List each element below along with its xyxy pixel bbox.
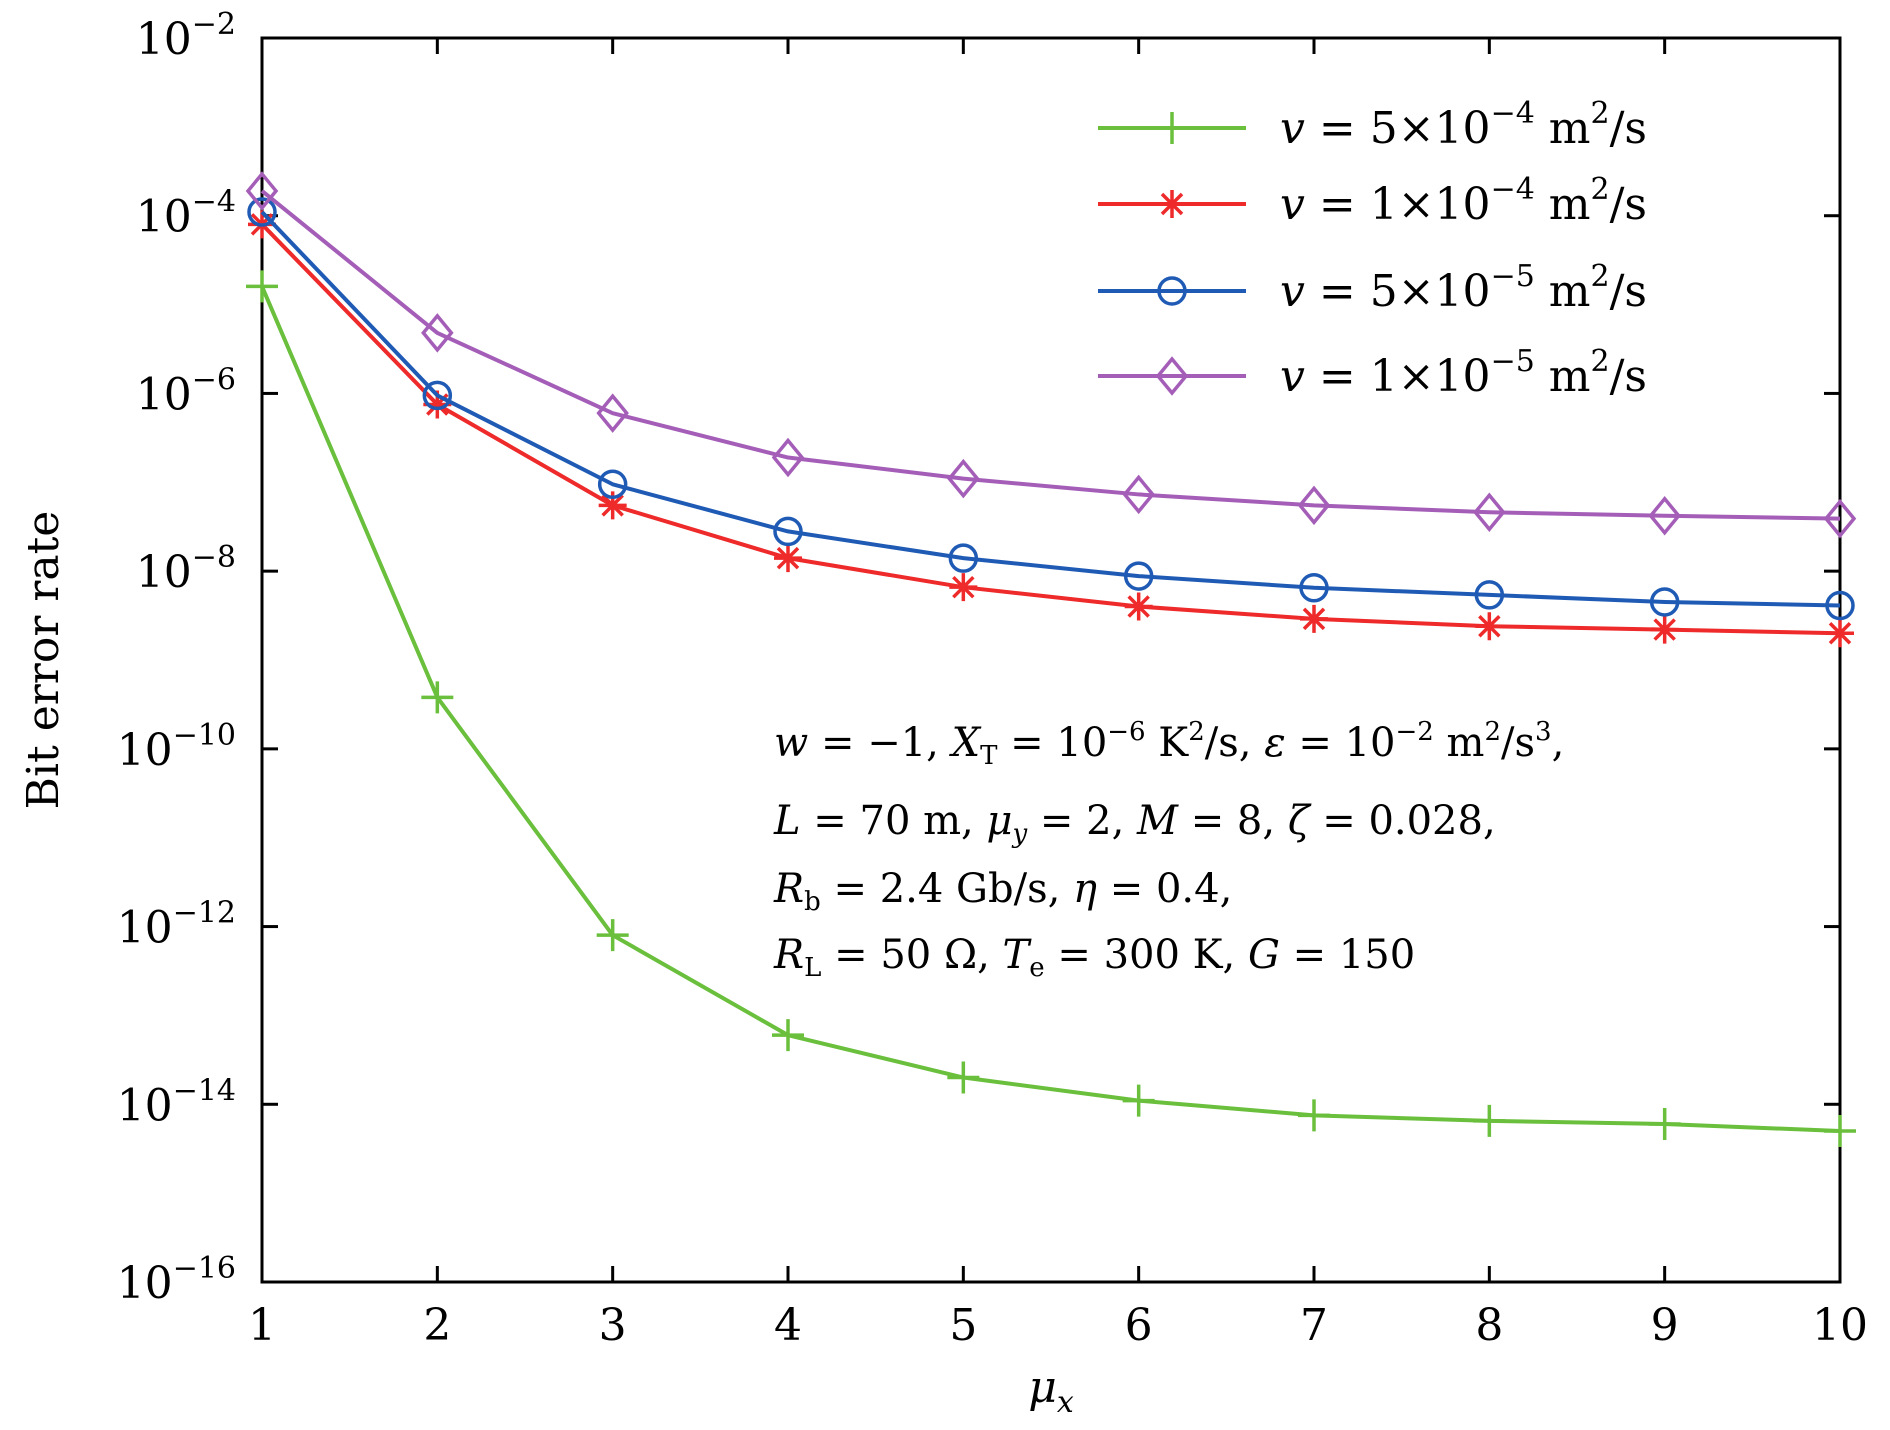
y-tick-label: 10−6 xyxy=(136,362,236,420)
legend-label: v = 1×10−5 m2/s xyxy=(1280,344,1647,402)
x-tick-labels: 1 2 3 4 5 6 7 8 9 10 xyxy=(248,1300,1868,1351)
series-line xyxy=(260,210,1841,608)
plus-marker xyxy=(1122,1084,1155,1117)
plus-marker xyxy=(1156,112,1188,144)
diamond-marker xyxy=(245,171,279,211)
plot-frame xyxy=(260,36,1842,1284)
circle-marker xyxy=(1123,561,1154,591)
asterisk-marker xyxy=(949,573,978,602)
parameter-annotation: w = −1, XT = 10−6 K2/s, ε = 10−2 m2/s3, … xyxy=(773,717,1564,983)
diamond-marker xyxy=(596,393,629,433)
annotation-line-3: Rb = 2.4 Gb/s, η = 0.4, xyxy=(773,866,1232,917)
circle-marker xyxy=(1649,587,1680,617)
x-tick-label: 6 xyxy=(1125,1300,1153,1351)
y-tick-label: 10−10 xyxy=(117,718,236,776)
x-tick-label: 7 xyxy=(1300,1300,1328,1351)
asterisk-marker xyxy=(1826,619,1854,648)
y-tick-label: 10−12 xyxy=(117,896,236,954)
annotation-line-4: RL = 50 Ω, Te = 300 K, G = 150 xyxy=(773,932,1415,983)
y-tick-labels: 10−2 10−4 10−6 10−8 10−10 10−12 10−14 10−16 xyxy=(117,7,236,1309)
series-1 xyxy=(246,270,1856,1148)
y-tick-label: 10−2 xyxy=(136,7,236,65)
circle-marker xyxy=(422,380,453,411)
y-axis-label: Bit error rate xyxy=(18,511,69,810)
legend-label: v = 5×10−4 m2/s xyxy=(1280,96,1647,154)
axis-ticks xyxy=(260,36,1842,1284)
y-tick-label: 10−4 xyxy=(136,185,236,243)
legend-entry-1: v = 5×10−4 m2/s xyxy=(1098,96,1647,154)
annotation-line-2: L = 70 m, μy = 2, M = 8, ζ = 0.028, xyxy=(773,798,1496,849)
asterisk-marker xyxy=(1158,190,1186,218)
asterisk-marker xyxy=(1475,612,1504,641)
x-tick-label: 5 xyxy=(949,1300,977,1351)
legend: v = 5×10−4 m2/s v = 1×10−4 m2/s v = 5×10−5… xyxy=(1098,96,1647,402)
circle-marker xyxy=(1825,590,1855,621)
asterisk-marker xyxy=(1300,604,1328,633)
asterisk-marker xyxy=(1650,615,1679,644)
diamond-marker xyxy=(1823,498,1857,539)
asterisk-marker xyxy=(598,491,627,520)
y-tick-label: 10−16 xyxy=(117,1251,236,1309)
series-line xyxy=(260,222,1841,636)
y-tick-label: 10−14 xyxy=(117,1073,236,1131)
annotation-line-1: w = −1, XT = 10−6 K2/s, ε = 10−2 m2/s3, xyxy=(774,717,1564,771)
diamond-marker xyxy=(1297,485,1331,526)
x-tick-label: 2 xyxy=(423,1300,451,1351)
plus-marker xyxy=(1298,1099,1330,1132)
y-tick-label: 10−8 xyxy=(136,540,236,598)
diamond-marker xyxy=(1155,356,1189,396)
series-line xyxy=(260,189,1841,521)
series-line xyxy=(260,285,1841,1134)
plus-marker xyxy=(772,1019,804,1052)
plus-marker xyxy=(421,681,454,714)
series-layer xyxy=(245,171,1857,1148)
diamond-marker xyxy=(1122,474,1155,515)
plus-marker xyxy=(1648,1108,1681,1140)
asterisk-marker xyxy=(1124,592,1153,621)
x-tick-label: 10 xyxy=(1812,1300,1868,1351)
x-tick-label: 1 xyxy=(248,1300,276,1351)
x-tick-label: 4 xyxy=(774,1300,802,1351)
diamond-marker xyxy=(1473,492,1506,533)
plus-marker xyxy=(596,919,629,952)
plus-marker xyxy=(1824,1115,1856,1148)
series-2 xyxy=(248,210,1854,648)
x-tick-label: 3 xyxy=(599,1300,627,1351)
legend-entry-3: v = 5×10−5 m2/s xyxy=(1098,259,1647,317)
plus-marker xyxy=(947,1061,980,1094)
series-3 xyxy=(247,197,1855,621)
diamond-marker xyxy=(421,313,454,353)
circle-marker xyxy=(948,543,979,573)
diamond-marker xyxy=(947,458,980,499)
circle-marker xyxy=(1299,573,1329,603)
circle-marker xyxy=(773,516,803,547)
series-4 xyxy=(245,171,1857,539)
diamond-marker xyxy=(771,437,805,478)
plus-marker xyxy=(246,270,278,303)
x-tick-label: 9 xyxy=(1651,1300,1679,1351)
circle-marker xyxy=(597,469,628,500)
legend-label: v = 5×10−5 m2/s xyxy=(1280,259,1647,317)
legend-entry-4: v = 1×10−5 m2/s xyxy=(1098,344,1647,402)
x-tick-label: 8 xyxy=(1475,1300,1503,1351)
circle-marker xyxy=(247,197,277,227)
asterisk-marker xyxy=(774,544,802,573)
legend-entry-2: v = 1×10−4 m2/s xyxy=(1098,172,1647,230)
plus-marker xyxy=(1473,1104,1506,1137)
diamond-marker xyxy=(1648,496,1681,536)
circle-marker xyxy=(1157,276,1187,306)
asterisk-marker xyxy=(423,390,452,419)
circle-marker xyxy=(1474,580,1505,610)
legend-label: v = 1×10−4 m2/s xyxy=(1280,172,1647,230)
x-axis-label: μx xyxy=(1028,1362,1074,1420)
